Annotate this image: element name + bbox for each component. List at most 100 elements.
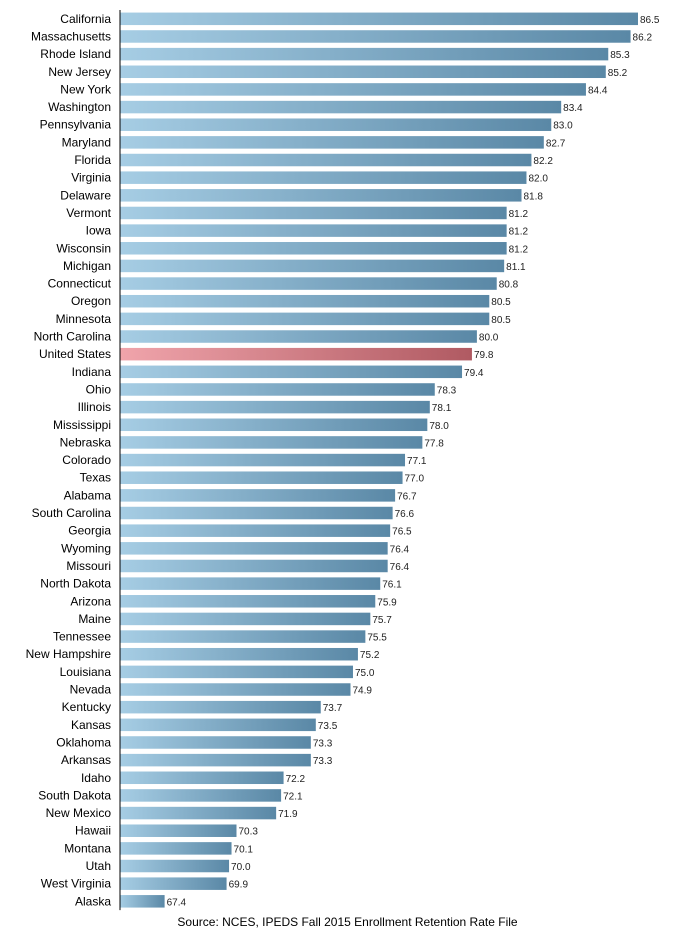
value-label: 78.3 bbox=[437, 385, 457, 396]
value-label: 80.0 bbox=[479, 333, 499, 344]
category-label: Texas bbox=[80, 471, 111, 485]
value-label: 83.0 bbox=[553, 121, 573, 132]
category-label: Delaware bbox=[60, 188, 111, 202]
bar bbox=[120, 136, 544, 149]
bar bbox=[120, 542, 388, 555]
bar bbox=[120, 242, 507, 255]
value-label: 70.1 bbox=[234, 844, 254, 855]
category-label: Oregon bbox=[71, 294, 111, 308]
category-label: Maryland bbox=[62, 135, 111, 149]
bar bbox=[120, 65, 606, 79]
category-label: Michigan bbox=[63, 259, 111, 273]
bar bbox=[120, 383, 435, 396]
bar bbox=[120, 647, 358, 661]
bar bbox=[120, 47, 609, 61]
category-label: New Hampshire bbox=[26, 647, 112, 661]
bar-highlight bbox=[120, 347, 472, 361]
category-label: Arizona bbox=[70, 594, 111, 608]
bar bbox=[120, 100, 562, 114]
bar bbox=[120, 489, 396, 502]
value-label: 76.5 bbox=[392, 527, 412, 538]
value-label: 73.5 bbox=[318, 721, 338, 732]
value-label: 75.5 bbox=[367, 633, 387, 644]
bar bbox=[120, 806, 277, 820]
bar bbox=[120, 453, 406, 467]
value-label: 78.0 bbox=[429, 421, 449, 432]
category-label: Montana bbox=[64, 841, 111, 855]
category-label: Illinois bbox=[78, 400, 111, 414]
category-label: Kansas bbox=[71, 718, 111, 732]
bar bbox=[120, 30, 631, 43]
value-label: 81.2 bbox=[509, 227, 529, 238]
value-label: 80.5 bbox=[491, 297, 511, 308]
value-label: 77.1 bbox=[407, 456, 427, 467]
value-label: 81.1 bbox=[506, 262, 526, 273]
category-label: Tennessee bbox=[53, 630, 111, 644]
value-label: 76.4 bbox=[390, 544, 410, 555]
category-label: New Mexico bbox=[46, 806, 112, 820]
category-label: New York bbox=[60, 82, 112, 96]
category-label: Nebraska bbox=[60, 435, 112, 449]
category-label: New Jersey bbox=[48, 65, 111, 79]
value-label: 79.8 bbox=[474, 350, 494, 361]
bar bbox=[120, 312, 490, 326]
bar bbox=[120, 895, 165, 908]
bar bbox=[120, 683, 351, 696]
category-label: Kentucky bbox=[62, 700, 111, 714]
category-label: Wyoming bbox=[61, 541, 111, 555]
category-label: United States bbox=[39, 347, 111, 361]
bar bbox=[120, 400, 430, 414]
category-label: Missouri bbox=[66, 559, 111, 573]
category-label: North Dakota bbox=[40, 577, 111, 591]
bars-group bbox=[120, 12, 638, 908]
value-label: 76.1 bbox=[382, 580, 402, 591]
category-label: Washington bbox=[48, 100, 111, 114]
bar bbox=[120, 753, 311, 767]
category-label: Utah bbox=[86, 859, 111, 873]
bar bbox=[120, 859, 230, 873]
bar bbox=[120, 700, 321, 714]
category-labels-group: California Massachusetts Rhode Island New J… bbox=[26, 12, 112, 909]
bar bbox=[120, 118, 552, 131]
bar bbox=[120, 277, 497, 290]
value-label: 74.9 bbox=[353, 686, 373, 697]
value-label: 82.7 bbox=[546, 138, 566, 149]
bar bbox=[120, 736, 311, 749]
value-label: 81.2 bbox=[509, 244, 529, 255]
value-label: 83.4 bbox=[563, 103, 583, 114]
value-label: 86.5 bbox=[640, 15, 660, 26]
value-label: 69.9 bbox=[229, 880, 249, 891]
bar bbox=[120, 506, 393, 520]
category-label: West Virginia bbox=[41, 877, 112, 891]
value-label: 80.8 bbox=[499, 280, 519, 291]
value-label: 71.9 bbox=[278, 809, 298, 820]
bar bbox=[120, 842, 232, 855]
value-label: 73.3 bbox=[313, 738, 333, 749]
value-label: 82.2 bbox=[533, 156, 553, 167]
category-label: Iowa bbox=[86, 224, 112, 238]
bar bbox=[120, 83, 586, 96]
category-label: Maine bbox=[78, 612, 111, 626]
bar bbox=[120, 877, 227, 890]
value-label: 76.4 bbox=[390, 562, 410, 573]
category-label: Hawaii bbox=[75, 824, 111, 838]
category-label: South Carolina bbox=[32, 506, 112, 520]
value-label: 81.8 bbox=[524, 191, 544, 202]
category-label: South Dakota bbox=[38, 788, 111, 802]
value-label: 76.6 bbox=[395, 509, 415, 520]
bar bbox=[120, 365, 463, 379]
bar bbox=[120, 189, 522, 202]
category-label: Ohio bbox=[86, 382, 112, 396]
bar bbox=[120, 418, 428, 432]
value-label: 75.7 bbox=[372, 615, 392, 626]
source-note: Source: NCES, IPEDS Fall 2015 Enrollment… bbox=[177, 915, 518, 929]
value-label: 75.2 bbox=[360, 650, 380, 661]
value-label: 81.2 bbox=[509, 209, 529, 220]
value-label: 85.2 bbox=[608, 68, 628, 79]
category-label: Mississippi bbox=[53, 418, 111, 432]
category-label: California bbox=[60, 12, 111, 26]
value-label: 73.3 bbox=[313, 756, 333, 767]
value-label: 78.1 bbox=[432, 403, 452, 414]
category-label: Georgia bbox=[68, 524, 111, 538]
bar bbox=[120, 153, 532, 167]
